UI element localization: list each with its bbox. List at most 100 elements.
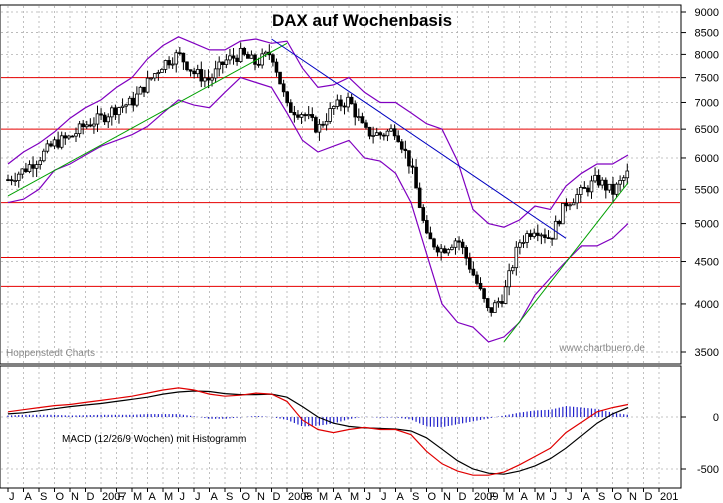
price-tick-label: 6000	[695, 153, 719, 165]
candle-body	[496, 301, 501, 304]
candle-body	[95, 113, 100, 125]
month-label: 2007	[102, 491, 126, 503]
price-tick-label: 3500	[695, 347, 719, 359]
candle-body	[285, 91, 290, 104]
candle-body	[378, 132, 383, 136]
month-label: D	[645, 491, 653, 503]
candle-body	[6, 179, 10, 182]
month-label: F	[304, 491, 311, 503]
candle-body	[335, 99, 340, 107]
candle-body	[88, 124, 93, 127]
candle-body	[432, 238, 436, 248]
candle-body	[113, 107, 118, 116]
candle-body	[539, 234, 544, 237]
month-label: M	[319, 491, 328, 503]
candle-body	[489, 307, 494, 313]
month-label: S	[412, 491, 419, 503]
candle-body	[256, 63, 261, 66]
candle-body	[106, 116, 111, 123]
month-label: A	[397, 491, 405, 503]
price-tick-label: 7500	[695, 73, 719, 85]
candle-body	[385, 130, 390, 137]
candle-body	[604, 179, 608, 191]
month-label: 2008	[288, 491, 312, 503]
candle-body	[238, 47, 243, 62]
candle-body	[249, 54, 254, 59]
candle-body	[127, 97, 132, 106]
candle-body	[220, 61, 225, 66]
price-tick-label: 4000	[695, 299, 719, 311]
candle-body	[482, 288, 486, 299]
source-label: Hoppenstedt Charts	[6, 348, 95, 359]
month-label: S	[40, 491, 47, 503]
macd-y-axis: -500 0	[681, 412, 719, 476]
month-label: A	[335, 491, 343, 503]
candle-body	[52, 139, 57, 147]
candle-body	[503, 286, 508, 304]
candle-body	[117, 107, 121, 116]
candle-body	[92, 123, 96, 127]
candle-body	[546, 237, 551, 239]
candle-body	[45, 143, 50, 152]
candle-body	[543, 234, 547, 238]
candle-body	[407, 150, 411, 167]
candle-body	[31, 164, 35, 169]
candle-body	[593, 174, 597, 182]
month-label: O	[56, 491, 65, 503]
watermark: www.chartbuero.de	[558, 343, 645, 354]
candle-body	[253, 54, 257, 65]
candle-body	[357, 116, 361, 119]
candle-body	[349, 96, 354, 105]
candle-body	[145, 77, 150, 93]
month-label: A	[149, 491, 157, 503]
candle-body	[13, 180, 17, 182]
month-label: M	[350, 491, 359, 503]
candle-body	[120, 105, 125, 108]
candlesticks	[6, 42, 630, 317]
candle-body	[421, 207, 426, 221]
candle-body	[507, 270, 511, 288]
candle-body	[414, 166, 418, 189]
candle-body	[611, 183, 615, 195]
candle-body	[59, 135, 64, 148]
bollinger-upper-band	[7, 36, 629, 228]
candle-body	[67, 135, 71, 139]
candle-body	[306, 114, 311, 117]
candle-body	[621, 177, 626, 181]
candle-body	[49, 143, 53, 147]
candle-body	[278, 71, 282, 85]
candle-body	[532, 232, 537, 237]
candle-body	[510, 267, 515, 272]
candle-body	[77, 123, 82, 135]
month-label: J	[567, 491, 573, 503]
price-tick-label: 5000	[695, 219, 719, 231]
candle-body	[38, 160, 43, 166]
candle-body	[485, 298, 490, 309]
candle-body	[274, 61, 279, 73]
candle-body	[110, 107, 114, 118]
candle-body	[596, 174, 601, 186]
candle-body	[185, 61, 189, 71]
candle-body	[213, 68, 218, 79]
candle-body	[500, 301, 504, 304]
macd-label: MACD (12/26/9 Wochen) mit Histogramm	[62, 434, 246, 445]
candle-body	[99, 113, 103, 116]
candle-body	[296, 114, 300, 118]
candle-body	[493, 302, 497, 313]
candle-body	[475, 274, 479, 284]
price-panel-frame	[0, 4, 682, 365]
candle-body	[342, 105, 347, 108]
candle-body	[586, 187, 590, 193]
candle-body	[439, 248, 443, 253]
candle-body	[160, 69, 164, 73]
candle-body	[203, 77, 207, 82]
month-label: 201	[660, 491, 678, 503]
candle-body	[389, 128, 393, 132]
candle-body	[578, 187, 583, 195]
candle-body	[514, 246, 519, 269]
candle-body	[292, 112, 297, 116]
candle-body	[460, 241, 465, 248]
candle-body	[167, 60, 171, 66]
month-label: A	[211, 491, 219, 503]
candle-body	[564, 202, 569, 207]
